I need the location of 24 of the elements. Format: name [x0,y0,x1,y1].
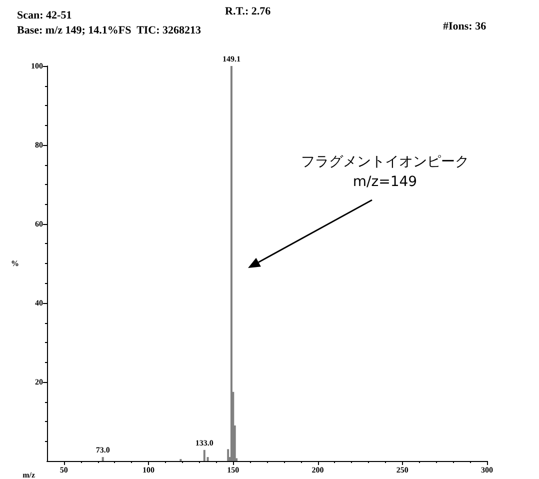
chart-title: Scan: 42-51 [17,10,72,22]
annotation: 149.1 [222,54,240,64]
annotation: 73.0 [96,446,110,455]
x-tick-label: 200 [312,466,324,474]
x-axis-title: m/z [22,470,36,479]
y-tick-label: 100 [31,62,43,70]
bar [102,457,104,461]
annotation: 133.0 [195,438,214,448]
x-tick-label: 300 [481,466,493,474]
text: #Ions: 36 [443,20,487,32]
bar [230,66,232,461]
x-tick-label: 250 [396,466,408,474]
y-tick-label: 40 [35,298,43,308]
chart-subtitle: Base: m/z 149; 14.1%FS TIC: 3268213 [17,24,202,36]
y-tick-label: 20 [35,378,43,386]
x-tick-label: 100 [142,466,155,474]
y-tick-label: 80 [35,140,43,150]
annotation: フラグメントイオンピーク m/z=149 [301,154,469,190]
text: R.T.: 2.76 [225,6,272,18]
y-tick-label: 60 [35,220,43,228]
y-axis-title: % [11,259,19,268]
x-tick-label: 50 [60,466,68,474]
x-tick-label: 150 [227,466,240,474]
bar [203,450,206,461]
